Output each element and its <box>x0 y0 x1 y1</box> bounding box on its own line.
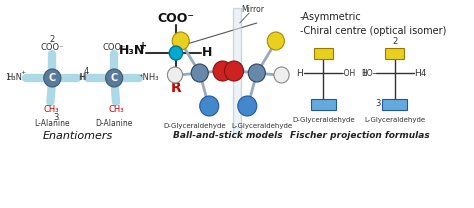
Circle shape <box>267 32 284 50</box>
Circle shape <box>167 67 182 83</box>
Circle shape <box>172 32 189 50</box>
Text: CH₂OH: CH₂OH <box>382 102 408 108</box>
Text: D-Glyceraldehyde: D-Glyceraldehyde <box>164 123 226 129</box>
Circle shape <box>200 96 219 116</box>
FancyBboxPatch shape <box>383 99 407 110</box>
Text: H: H <box>296 68 303 78</box>
Text: D-Alanine: D-Alanine <box>95 119 133 128</box>
Text: H: H <box>80 73 86 83</box>
Text: CHO: CHO <box>269 38 283 43</box>
Text: C: C <box>49 73 56 83</box>
Text: HO—: HO— <box>361 68 381 78</box>
Text: 3: 3 <box>375 99 380 109</box>
Text: CH₂OH: CH₂OH <box>200 104 218 109</box>
Text: C: C <box>110 73 118 83</box>
FancyBboxPatch shape <box>311 99 336 110</box>
Circle shape <box>106 69 123 87</box>
Text: CHO: CHO <box>385 49 404 58</box>
Text: H: H <box>79 73 85 83</box>
Text: R: R <box>171 81 182 95</box>
Circle shape <box>213 61 232 81</box>
Text: COO⁻: COO⁻ <box>102 42 126 52</box>
Text: 4: 4 <box>84 68 89 77</box>
Circle shape <box>238 96 257 116</box>
FancyBboxPatch shape <box>314 48 333 59</box>
Text: L-Glyceraldehyde: L-Glyceraldehyde <box>364 117 425 123</box>
Text: L-Glyceraldehyde: L-Glyceraldehyde <box>231 123 292 129</box>
Text: Mirror: Mirror <box>242 5 264 15</box>
Text: H₃N: H₃N <box>119 45 146 57</box>
Circle shape <box>225 61 244 81</box>
Text: 4: 4 <box>420 68 426 78</box>
Circle shape <box>44 69 61 87</box>
Circle shape <box>191 64 208 82</box>
Circle shape <box>274 67 289 83</box>
Text: 1: 1 <box>361 68 366 78</box>
Text: Enantiomers: Enantiomers <box>43 131 113 141</box>
Circle shape <box>169 46 182 60</box>
Text: —OH: —OH <box>337 68 356 78</box>
Text: -Asymmetric: -Asymmetric <box>300 12 361 22</box>
Text: H: H <box>173 73 178 78</box>
Text: 1: 1 <box>5 73 10 83</box>
Text: COO⁻: COO⁻ <box>157 11 194 25</box>
Text: CH₃: CH₃ <box>44 104 59 114</box>
Text: 2: 2 <box>392 36 397 46</box>
Text: COO⁻: COO⁻ <box>41 42 64 52</box>
Text: -Chiral centre (optical isomer): -Chiral centre (optical isomer) <box>300 26 446 36</box>
Text: OH: OH <box>229 68 239 73</box>
Text: CHO: CHO <box>174 38 187 43</box>
Text: CH₃: CH₃ <box>108 104 124 114</box>
FancyBboxPatch shape <box>385 48 404 59</box>
Polygon shape <box>233 8 241 133</box>
Text: OH: OH <box>217 68 228 73</box>
Text: Fischer projection formulas: Fischer projection formulas <box>290 131 429 140</box>
Text: D-Glyceraldehyde: D-Glyceraldehyde <box>292 117 355 123</box>
Text: CH₂OH: CH₂OH <box>238 104 256 109</box>
Text: Ball-and-stick models: Ball-and-stick models <box>173 131 283 140</box>
Text: H: H <box>202 47 212 59</box>
Text: α: α <box>178 36 183 46</box>
Text: +: + <box>20 71 26 76</box>
Text: C: C <box>173 48 179 57</box>
Text: CH₂OH: CH₂OH <box>310 102 336 108</box>
Text: +: + <box>138 41 147 51</box>
Text: H: H <box>414 68 421 78</box>
Text: 3: 3 <box>54 113 59 121</box>
Text: H: H <box>279 73 284 78</box>
Text: H₃N: H₃N <box>6 73 22 82</box>
Text: L-Alanine: L-Alanine <box>35 119 70 128</box>
Text: CHO: CHO <box>314 49 333 58</box>
Text: 2: 2 <box>50 35 55 43</box>
Circle shape <box>248 64 265 82</box>
Text: ⁺NH₃: ⁺NH₃ <box>138 73 159 82</box>
